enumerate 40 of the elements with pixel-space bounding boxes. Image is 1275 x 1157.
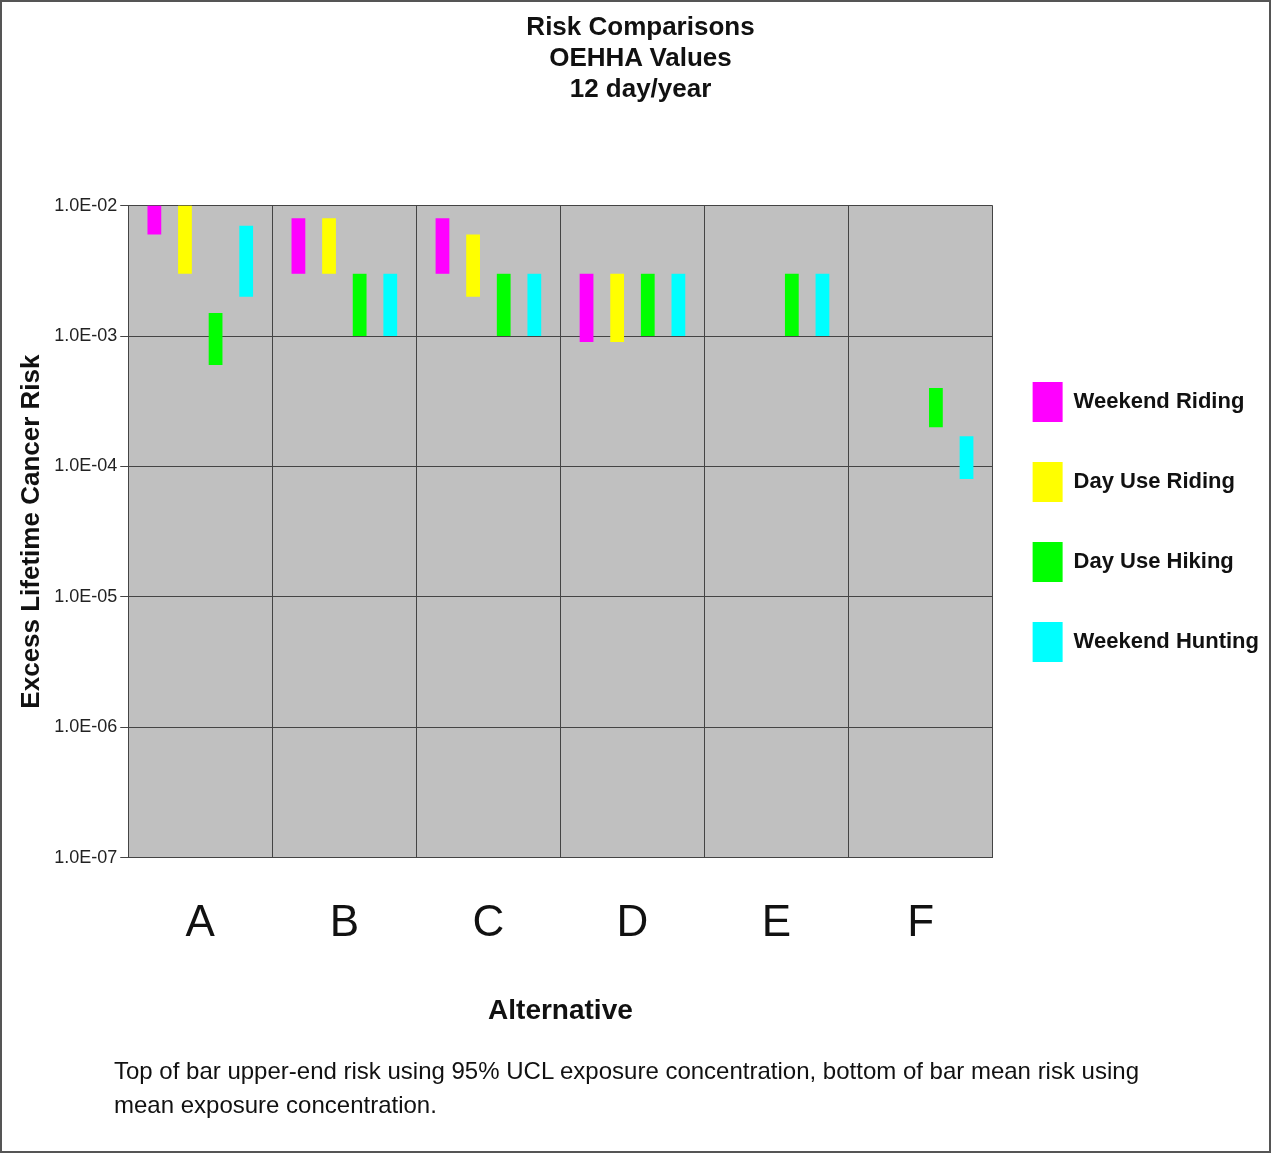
bar bbox=[929, 387, 943, 428]
bar bbox=[466, 234, 480, 297]
legend-label: Day Use Hiking bbox=[1073, 548, 1234, 574]
y-axis-title: Excess Lifetime Cancer Risk bbox=[14, 354, 45, 709]
bar bbox=[239, 225, 254, 297]
bar bbox=[959, 436, 974, 480]
bar bbox=[291, 218, 306, 274]
y-tick-label: 1.0E-04 bbox=[54, 455, 118, 476]
x-tick-label: F bbox=[907, 896, 935, 946]
y-tick-label: 1.0E-03 bbox=[54, 324, 118, 345]
y-tick-label: 1.0E-05 bbox=[54, 585, 118, 606]
legend-label: Day Use Riding bbox=[1073, 468, 1235, 494]
bar bbox=[527, 273, 542, 336]
chart-title: Risk Comparisons OEHHA Values 12 day/year bbox=[526, 10, 755, 104]
bar bbox=[579, 273, 594, 342]
bar bbox=[383, 273, 398, 336]
bar bbox=[147, 205, 162, 235]
x-tick-label: E bbox=[761, 896, 792, 946]
bar bbox=[671, 273, 686, 336]
x-axis-title: Alternative bbox=[488, 993, 633, 1025]
text: Top of bar upper-end risk using 95% UCL exposure concentration, bottom of bar mean risk using mean exposure concentration. bbox=[114, 1056, 1140, 1120]
bar bbox=[496, 273, 511, 336]
bar bbox=[815, 273, 830, 336]
x-tick-label: B bbox=[329, 896, 360, 946]
bar bbox=[352, 273, 367, 336]
y-tick-label: 1.0E-07 bbox=[54, 846, 118, 867]
x-tick-label: D bbox=[616, 896, 649, 946]
legend-label: Weekend Riding bbox=[1073, 388, 1245, 414]
y-tick-label: 1.0E-06 bbox=[54, 716, 118, 737]
bar bbox=[208, 313, 223, 365]
bar bbox=[178, 205, 192, 274]
bar bbox=[435, 218, 450, 274]
legend-label: Weekend Hunting bbox=[1073, 628, 1260, 654]
x-tick-label: A bbox=[185, 896, 216, 946]
bar bbox=[610, 273, 625, 342]
bar bbox=[640, 273, 655, 336]
y-tick-label: 1.0E-02 bbox=[54, 194, 118, 215]
bar bbox=[784, 273, 799, 336]
x-tick-label: C bbox=[472, 896, 505, 946]
bar bbox=[322, 218, 336, 274]
